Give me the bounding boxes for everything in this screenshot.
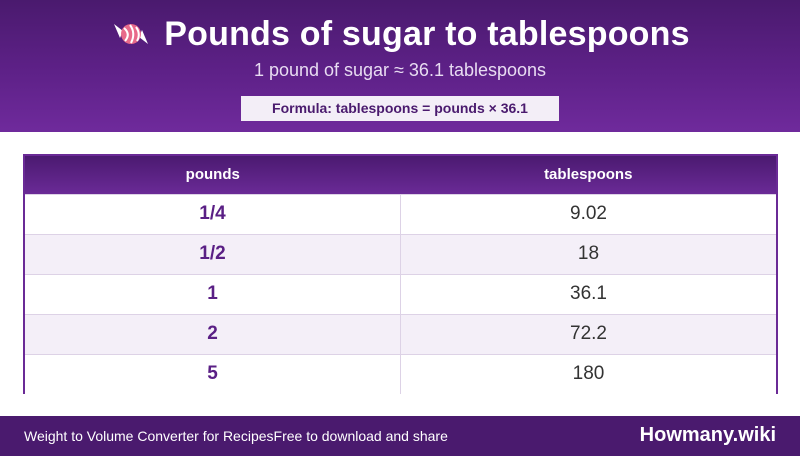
- cell-tablespoons: 18: [400, 233, 776, 274]
- page-footer: Weight to Volume Converter for RecipesFr…: [0, 416, 800, 456]
- table-row: 5 180: [25, 353, 776, 394]
- cell-tablespoons: 72.2: [400, 313, 776, 354]
- cell-pounds: 2: [25, 313, 401, 354]
- footer-text: Weight to Volume Converter for RecipesFr…: [24, 428, 448, 444]
- cell-pounds: 1/4: [25, 193, 401, 234]
- page-title: Pounds of sugar to tablespoons: [164, 14, 690, 53]
- table-row: 2 72.2: [25, 313, 776, 354]
- formula-box: Formula: tablespoons = pounds × 36.1: [241, 96, 559, 121]
- table-row: 1/2 18: [25, 233, 776, 274]
- cell-tablespoons: 9.02: [400, 193, 776, 234]
- cell-pounds: 5: [25, 353, 401, 394]
- cell-tablespoons: 36.1: [400, 273, 776, 314]
- table-row: 1/4 9.02: [25, 193, 776, 234]
- title-row: Pounds of sugar to tablespoons: [0, 12, 800, 56]
- candy-icon: [110, 16, 152, 52]
- brand-logo-text[interactable]: Howmany.wiki: [639, 424, 776, 446]
- footer-tagline: Free to download and share: [273, 428, 448, 444]
- conversion-table: pounds tablespoons 1/4 9.02 1/2 18 1 36.…: [23, 154, 778, 394]
- column-header-pounds: pounds: [185, 166, 240, 184]
- cell-tablespoons: 180: [400, 353, 776, 394]
- table-header-row: pounds tablespoons: [25, 156, 776, 194]
- cell-pounds: 1: [25, 273, 401, 314]
- column-header-tablespoons: tablespoons: [544, 166, 633, 184]
- table-row: 1 36.1: [25, 273, 776, 314]
- footer-app-name: Weight to Volume Converter for Recipes: [24, 428, 274, 444]
- subtitle: 1 pound of sugar ≈ 36.1 tablespoons: [253, 60, 547, 80]
- cell-pounds: 1/2: [25, 233, 401, 274]
- page-header: Pounds of sugar to tablespoons 1 pound o…: [0, 0, 800, 132]
